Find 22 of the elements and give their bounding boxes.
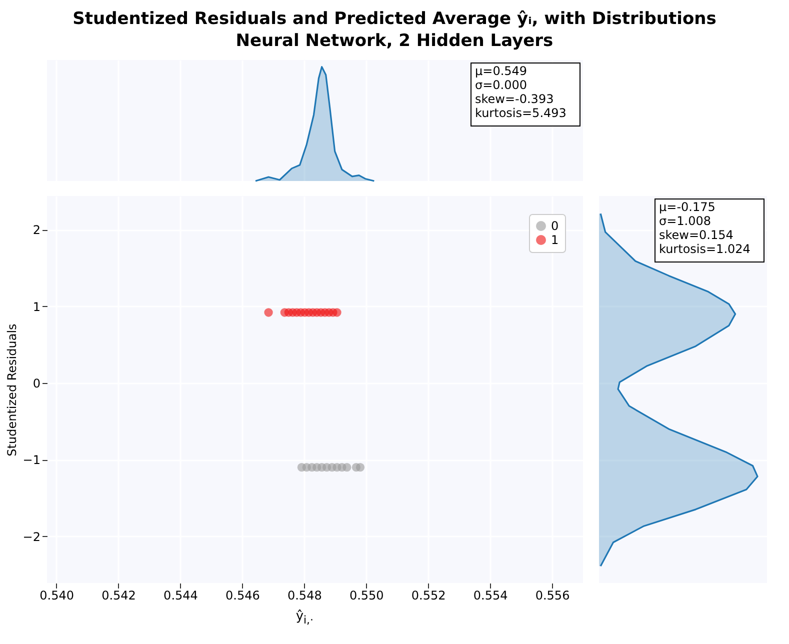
- x-tick-label: 0.554: [473, 588, 508, 602]
- legend-label: 0: [551, 219, 559, 233]
- x-tick-label: 0.552: [411, 588, 446, 602]
- x-axis-title: ŷ$_{i,·}$: [296, 608, 314, 626]
- y-tick-label: −2: [22, 530, 40, 544]
- y-axis-title: Studentized Residuals: [4, 324, 19, 456]
- x-tick-label: 0.546: [226, 588, 260, 602]
- x-tick-label: 0.542: [102, 588, 136, 602]
- y-tick-label: 1: [32, 300, 40, 314]
- x-tick-label: 0.550: [349, 588, 384, 602]
- y-tick-label: −1: [22, 453, 40, 468]
- y-tick-label: 0: [32, 376, 40, 390]
- x-tick-label: 0.544: [164, 588, 198, 602]
- chart-title: Studentized Residuals and Predicted Average ŷᵢ, with Distributions: [72, 8, 718, 30]
- annotation: μ=-0.175 σ=1.008 skew=0.154 kurtosis=1.024: [659, 200, 750, 256]
- x-tick-label: 0.548: [287, 588, 322, 602]
- annotation: μ=0.549 σ=0.000 skew=-0.393 kurtosis=5.493: [475, 64, 566, 120]
- x-tick-label: 0.540: [40, 588, 74, 602]
- legend-label: 1: [551, 233, 559, 247]
- chart-subtitle: Neural Network, 2 Hidden Layers: [234, 30, 554, 52]
- x-tick-label: 0.556: [535, 588, 570, 602]
- y-tick-label: 2: [32, 223, 40, 238]
